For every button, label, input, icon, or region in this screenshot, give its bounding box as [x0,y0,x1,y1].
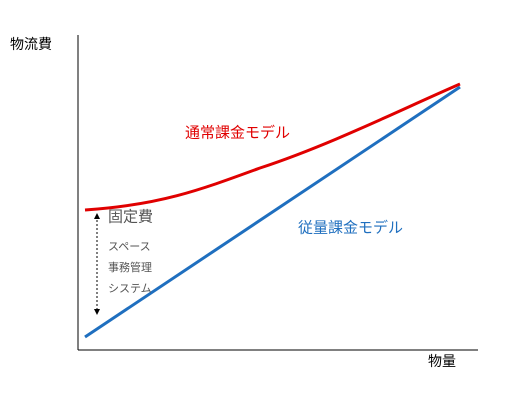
usage-model-label: 従量課金モデル [298,219,403,237]
standard-model-label: 通常課金モデル [185,124,290,142]
x-axis-label: 物量 [428,354,456,370]
standard-model-curve [84,82,461,212]
usage-model-line [84,85,461,339]
y-axis-label: 物流費 [10,37,52,53]
fixed-cost-item: スペース [108,240,151,253]
fixed-cost-title: 固定費 [108,208,153,226]
fixed-cost-item: 事務管理 [108,260,152,274]
fixed-cost-item: システム [108,282,152,295]
